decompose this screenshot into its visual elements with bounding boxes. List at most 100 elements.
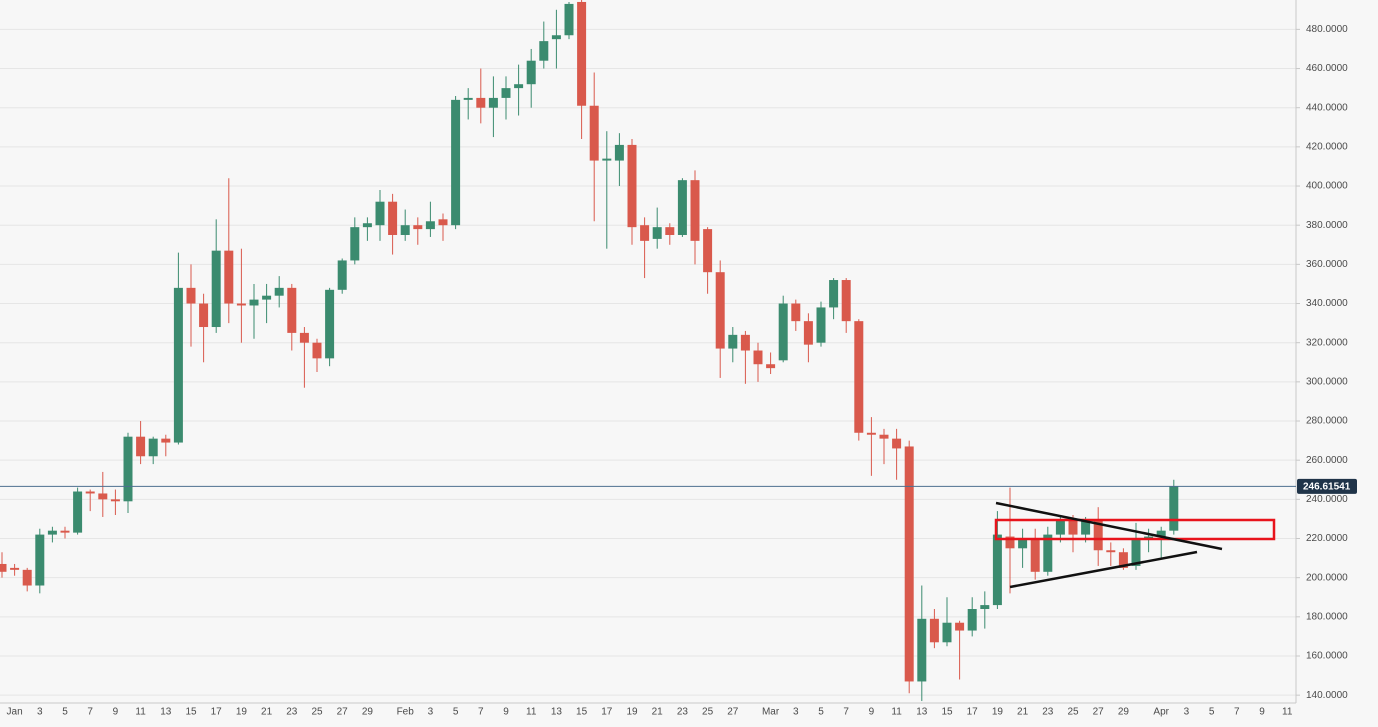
candle-body [236, 303, 246, 306]
candle-body [1030, 538, 1040, 572]
x-tick-label: 7 [87, 707, 93, 718]
candle-body [325, 289, 335, 359]
x-tick-label: 11 [891, 707, 902, 718]
candle-body [652, 227, 662, 239]
candle-body [1068, 520, 1078, 535]
x-tick-label: 7 [843, 707, 849, 718]
candle-body [1169, 486, 1179, 531]
candle-body [451, 99, 461, 226]
x-tick-label: 9 [503, 707, 509, 718]
candle-body [287, 287, 297, 333]
candle-body [992, 534, 1002, 606]
x-tick-label: 17 [967, 707, 979, 718]
candle-body [892, 438, 902, 449]
candle-body [274, 287, 284, 296]
x-tick-label: 17 [211, 707, 223, 718]
x-tick-label: 5 [453, 707, 459, 718]
x-tick-label: 11 [1282, 707, 1293, 718]
x-tick-label: Jan [7, 707, 23, 718]
x-tick-label: 29 [1118, 707, 1130, 718]
candle-body [400, 225, 410, 235]
candle-body [728, 334, 738, 349]
candle-body [665, 227, 675, 235]
x-tick-label: 27 [1093, 707, 1105, 718]
candle-body [690, 180, 700, 241]
candle-body [929, 618, 939, 643]
candle-body [413, 225, 423, 230]
candle-body [1093, 520, 1103, 551]
x-tick-label: Mar [762, 707, 780, 718]
candle-body [35, 534, 45, 586]
x-tick-label: 11 [526, 707, 537, 718]
candle-body [564, 3, 574, 36]
candle-body [1144, 536, 1154, 539]
candle-body [1106, 550, 1116, 553]
candle-body [136, 436, 146, 457]
candle-body [967, 609, 977, 631]
candle-body [249, 299, 259, 306]
candle-body [501, 88, 511, 98]
candle-body [791, 303, 801, 322]
candle-body [488, 97, 498, 108]
y-tick-label: 160.0000 [1306, 651, 1348, 662]
candle-body [0, 563, 7, 572]
candle-body [816, 307, 826, 343]
x-tick-label: 25 [702, 707, 714, 718]
x-tick-label: 21 [652, 707, 664, 718]
y-tick-label: 400.0000 [1306, 181, 1348, 192]
candle-body [778, 303, 788, 361]
x-tick-label: 23 [286, 707, 298, 718]
y-tick-label: 220.0000 [1306, 533, 1348, 544]
x-tick-label: 27 [337, 707, 349, 718]
last-price-label: 246.61541 [1303, 482, 1351, 493]
x-tick-label: 5 [1209, 707, 1215, 718]
candle-body [10, 567, 20, 570]
candle-body [211, 250, 221, 328]
x-tick-label: 17 [601, 707, 613, 718]
candle-body [425, 221, 435, 230]
candle-body [715, 272, 725, 349]
candle-body [627, 144, 637, 228]
candle-body [22, 569, 32, 586]
candle-body [375, 201, 385, 226]
drawings [994, 501, 1276, 589]
candle-body [539, 41, 549, 61]
candle-body [1081, 520, 1091, 535]
candle-body [904, 446, 914, 682]
x-tick-label: 7 [478, 707, 484, 718]
candle-body [980, 605, 990, 610]
y-tick-label: 280.0000 [1306, 416, 1348, 427]
x-tick-label: 9 [1259, 707, 1265, 718]
candle-body [526, 60, 536, 85]
candle-body [123, 436, 133, 502]
candle-body [388, 201, 398, 235]
candle-body [224, 250, 234, 304]
candle-body [438, 219, 448, 226]
candle-body [1131, 538, 1141, 566]
y-tick-label: 300.0000 [1306, 376, 1348, 387]
y-tick-label: 460.0000 [1306, 63, 1348, 74]
candle-body [312, 342, 322, 359]
candle-body [362, 223, 372, 228]
candle-body [262, 295, 272, 300]
candle-body [577, 1, 587, 106]
candle-body [1043, 534, 1053, 572]
y-tick-label: 360.0000 [1306, 259, 1348, 270]
y-tick-label: 320.0000 [1306, 337, 1348, 348]
candle-body [476, 97, 486, 108]
candle-body [602, 158, 612, 161]
candle-body [1018, 538, 1028, 549]
x-tick-label: 19 [236, 707, 248, 718]
candle-body [551, 35, 561, 40]
x-tick-label: 15 [941, 707, 953, 718]
candle-body [866, 432, 876, 435]
candle-body [829, 280, 839, 308]
x-tick-label: 21 [1017, 707, 1029, 718]
candle-body [98, 493, 108, 500]
x-tick-label: 19 [992, 707, 1004, 718]
candle-body [740, 334, 750, 351]
x-tick-label: 3 [793, 707, 799, 718]
candle-body [514, 84, 524, 89]
